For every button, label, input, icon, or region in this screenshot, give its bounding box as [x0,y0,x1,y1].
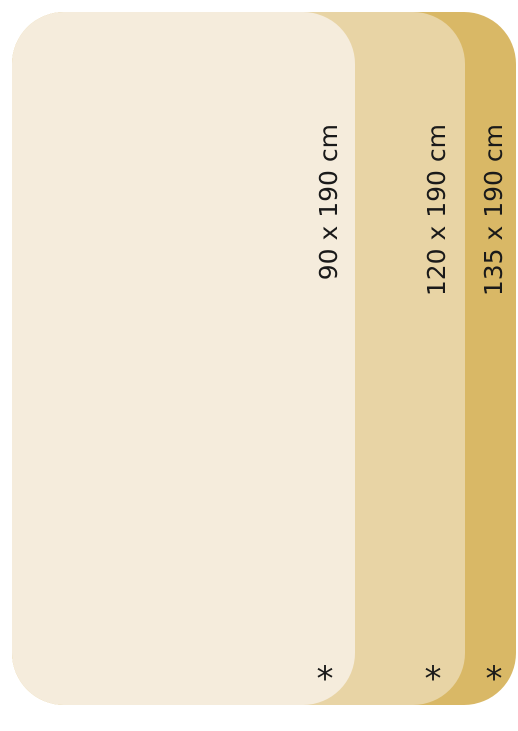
asterisk: * [317,659,334,699]
size-label: 135 x 190 cm [479,124,508,296]
size-label: 90 x 190 cm [314,124,343,280]
mattress-90 [12,12,355,705]
size-label: 120 x 190 cm [422,124,451,296]
asterisk: * [486,659,503,699]
asterisk: * [425,659,442,699]
